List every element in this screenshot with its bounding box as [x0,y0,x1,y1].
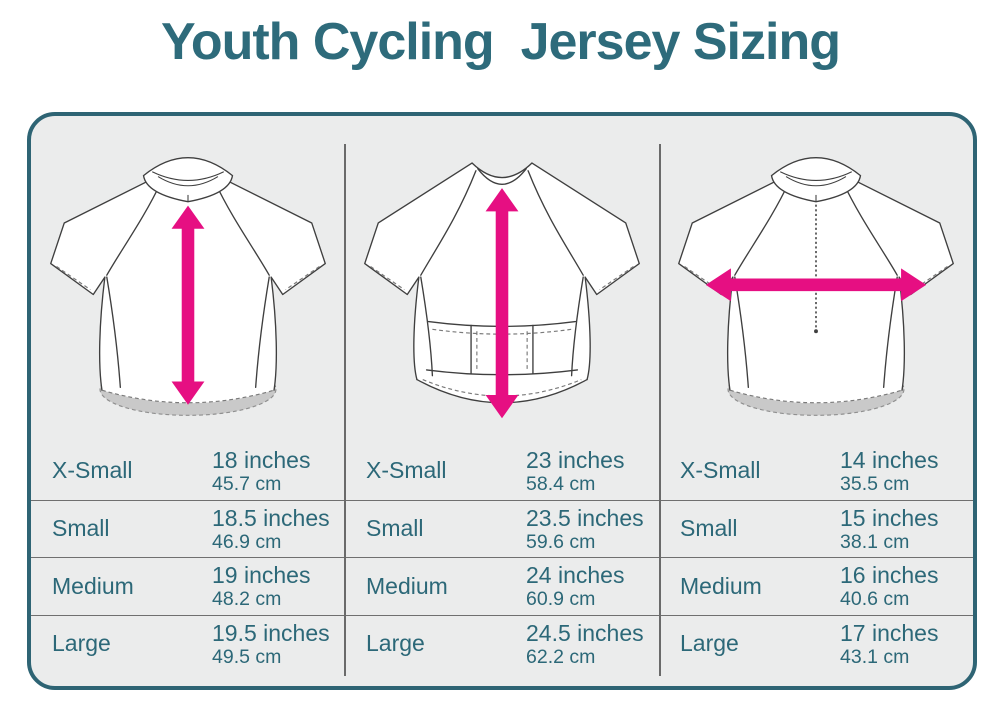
size-name: Medium [680,572,762,599]
vertical-length-arrow-icon [485,188,519,419]
size-name: Large [52,630,111,657]
column-divider [344,144,346,676]
table-row: Small 18.5 inches 46.9 cm [31,499,345,558]
size-name: Medium [366,572,448,599]
jersey-front-zip-view-illustration [678,157,954,417]
table-row: Medium 19 inches 48.2 cm [31,557,345,615]
table-row: Large 19.5 inches 49.5 cm [31,614,345,673]
table-row: Small 23.5 inches 59.6 cm [345,499,659,558]
table-row: X-Small 23 inches 58.4 cm [345,442,659,500]
measurement-value: 19 inches 48.2 cm [212,562,311,611]
measurement-value: 15 inches 38.1 cm [840,504,939,553]
measurement-value: 23.5 inches 59.6 cm [526,504,644,553]
size-name: X-Small [680,457,761,484]
size-table-front-length: X-Small 18 inches 45.7 cm Small 18.5 inc… [31,442,345,672]
sizing-panel: X-Small 18 inches 45.7 cm Small 18.5 inc… [27,112,977,690]
table-row: X-Small 14 inches 35.5 cm [659,442,973,500]
measurement-value: 17 inches 43.1 cm [840,619,939,668]
size-name: Large [366,630,425,657]
table-row: Large 24.5 inches 62.2 cm [345,614,659,673]
measurement-value: 14 inches 35.5 cm [840,446,939,495]
section-front-length: X-Small 18 inches 45.7 cm Small 18.5 inc… [31,116,345,686]
section-back-length: X-Small 23 inches 58.4 cm Small 23.5 inc… [345,116,659,686]
vertical-length-arrow-icon [171,205,205,405]
jersey-back-length-diagram [345,116,659,442]
size-name: Small [366,515,424,542]
measurement-value: 24.5 inches 62.2 cm [526,619,644,668]
jersey-chest-width-diagram [659,116,973,442]
measurement-value: 18.5 inches 46.9 cm [212,504,330,553]
size-name: Small [680,515,738,542]
horizontal-chest-arrow-icon [705,268,927,302]
size-name: Small [52,515,110,542]
size-table-back-length: X-Small 23 inches 58.4 cm Small 23.5 inc… [345,442,659,672]
table-row: Medium 16 inches 40.6 cm [659,557,973,615]
size-name: Large [680,630,739,657]
jersey-front-view-illustration [50,157,326,417]
page-title: Youth Cycling Jersey Sizing [161,13,841,71]
measurement-value: 19.5 inches 49.5 cm [212,619,330,668]
zipper-pull [814,329,818,334]
measurement-value: 23 inches 58.4 cm [526,446,625,495]
size-name: Medium [52,572,134,599]
table-row: X-Small 18 inches 45.7 cm [31,442,345,500]
size-table-chest-width: X-Small 14 inches 35.5 cm Small 15 inche… [659,442,973,672]
table-row: Medium 24 inches 60.9 cm [345,557,659,615]
section-chest-width: X-Small 14 inches 35.5 cm Small 15 inche… [659,116,973,686]
table-row: Small 15 inches 38.1 cm [659,499,973,558]
size-name: X-Small [52,457,133,484]
jersey-front-length-diagram [31,116,345,442]
measurement-value: 16 inches 40.6 cm [840,562,939,611]
column-divider [659,144,661,676]
table-row: Large 17 inches 43.1 cm [659,614,973,673]
measurement-value: 24 inches 60.9 cm [526,562,625,611]
measurement-value: 18 inches 45.7 cm [212,446,311,495]
size-name: X-Small [366,457,447,484]
jersey-back-view-illustration [364,162,640,419]
